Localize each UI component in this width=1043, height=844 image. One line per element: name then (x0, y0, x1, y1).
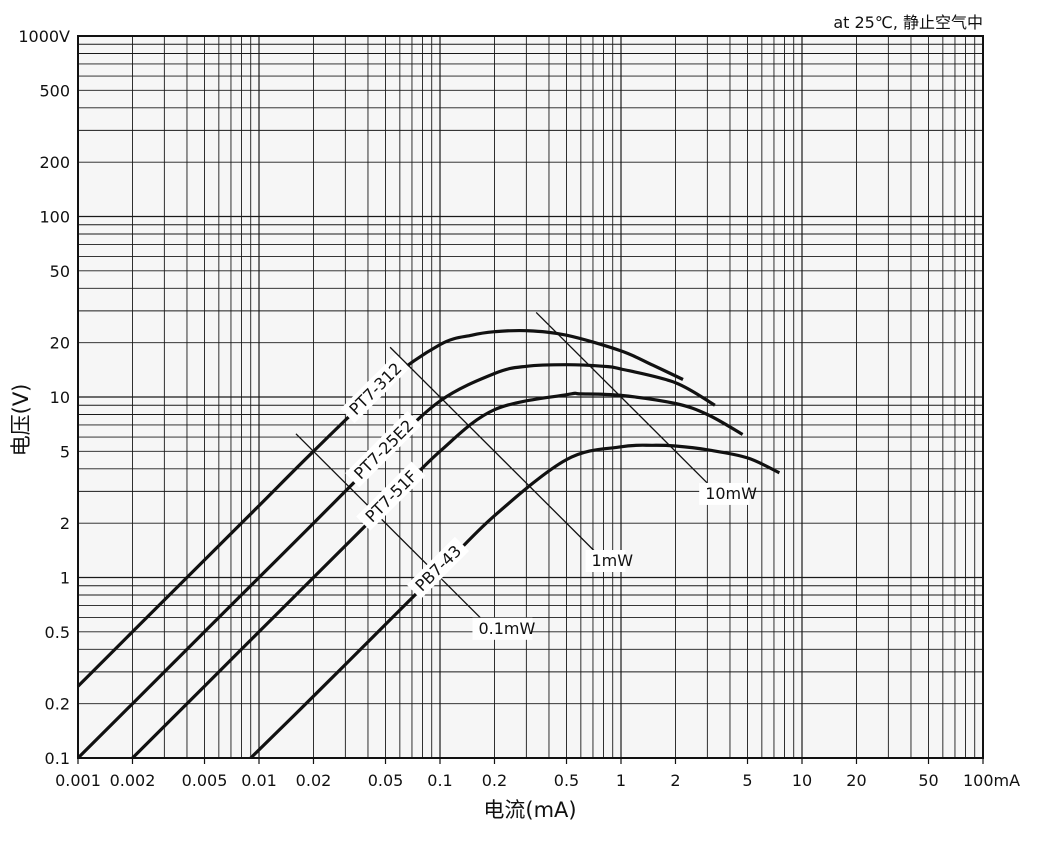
x-axis-title: 电流(mA) (483, 798, 576, 822)
y-tick-label: 20 (50, 334, 70, 353)
y-tick-labels: 0.1 0.2 0.5 1 2 5 10 20 50 100 200 500 1000V (18, 27, 70, 768)
x-tick-label: 0.02 (296, 771, 332, 790)
series-label-bg (340, 353, 410, 424)
power-line-label: 1mW (591, 551, 633, 570)
y-tick-label: 10 (50, 388, 70, 407)
x-tick-label: 1 (616, 771, 626, 790)
y-tick-label: 1 (60, 569, 70, 588)
series-curve (76, 363, 716, 760)
series-curve (131, 391, 744, 760)
x-tick-label: 0.01 (241, 771, 277, 790)
power-line-label: 0.1mW (478, 619, 535, 638)
y-tick-label: 1000V (18, 27, 70, 46)
x-tick-label: 0.5 (554, 771, 579, 790)
series-curve (76, 328, 684, 688)
annotation: at 25℃, 静止空气中 (833, 13, 983, 32)
series-label-bg (345, 411, 422, 488)
y-tick-label: 0.5 (45, 623, 70, 642)
power-line-label-bg (472, 617, 533, 640)
x-tick-labels: 0.001 0.002 0.005 0.01 0.02 0.05 0.1 0.2 0.5 1 2 5 1… (55, 758, 1020, 790)
x-tick-label: 2 (670, 771, 680, 790)
x-tick-label: 20 (846, 771, 866, 790)
x-tick-label: 100mA (963, 771, 1020, 790)
x-tick-label: 0.002 (110, 771, 156, 790)
y-tick-label: 2 (60, 514, 70, 533)
series-label-bg (356, 461, 426, 531)
x-tick-label: 0.1 (427, 771, 452, 790)
x-tick-label: 0.05 (368, 771, 404, 790)
power-line (389, 346, 604, 561)
y-axis-title: 电压(V) (9, 384, 33, 457)
y-tick-label: 0.1 (45, 749, 70, 768)
x-tick-label: 0.2 (482, 771, 507, 790)
x-tick-label: 50 (918, 771, 938, 790)
y-tick-label: 50 (50, 262, 70, 281)
x-tick-label: 0.001 (55, 771, 101, 790)
y-tick-label: 5 (60, 442, 70, 461)
x-tick-label: 0.005 (182, 771, 228, 790)
x-tick-label: 10 (792, 771, 812, 790)
series-label-bg (406, 536, 470, 599)
power-line-label-bg (585, 550, 626, 573)
y-tick-label: 200 (39, 153, 70, 172)
y-tick-label: 100 (39, 208, 70, 227)
plot-frame (77, 35, 984, 759)
power-lines: 0.1mW 1mW 10mW (295, 311, 757, 640)
y-tick-label: 0.2 (45, 695, 70, 714)
x-tick-label: 5 (742, 771, 752, 790)
power-line-label: 10mW (705, 484, 757, 503)
power-line-label-bg (699, 482, 750, 505)
power-line (295, 433, 491, 629)
series-curve (249, 443, 781, 760)
y-tick-label: 500 (39, 81, 70, 100)
power-line (535, 311, 718, 494)
